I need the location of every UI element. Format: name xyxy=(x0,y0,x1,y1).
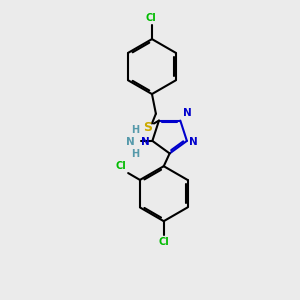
Text: Cl: Cl xyxy=(146,14,156,23)
Text: N: N xyxy=(183,108,191,118)
Text: H: H xyxy=(130,125,139,135)
Text: N: N xyxy=(126,137,135,147)
Text: N: N xyxy=(189,137,198,147)
Text: H: H xyxy=(130,149,139,159)
Text: Cl: Cl xyxy=(116,161,126,171)
Text: Cl: Cl xyxy=(158,237,169,247)
Text: N: N xyxy=(141,137,150,147)
Text: S: S xyxy=(143,121,152,134)
